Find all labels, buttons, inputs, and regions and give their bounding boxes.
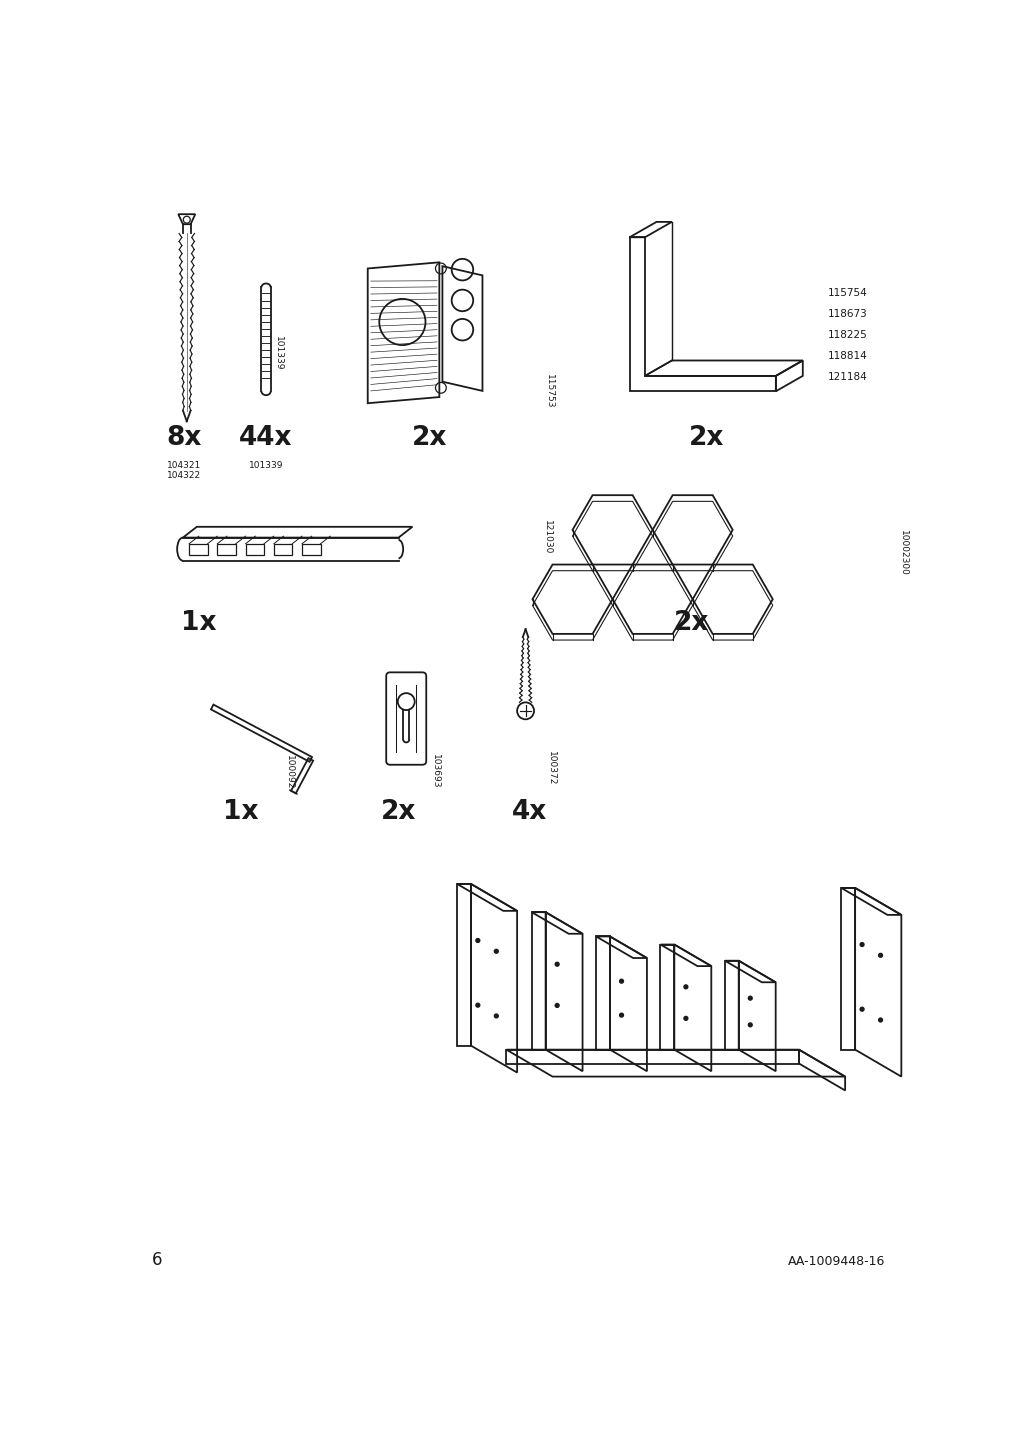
Text: 115753: 115753	[544, 374, 553, 408]
Text: 100092: 100092	[284, 755, 293, 789]
Circle shape	[683, 1017, 687, 1021]
Text: 104321: 104321	[167, 461, 201, 470]
Circle shape	[555, 962, 558, 967]
Text: 6: 6	[152, 1252, 163, 1269]
Circle shape	[619, 1014, 623, 1017]
Text: 115754: 115754	[827, 288, 866, 298]
Circle shape	[878, 954, 882, 957]
Text: 1x: 1x	[180, 610, 216, 636]
Circle shape	[747, 997, 751, 1000]
Text: 118225: 118225	[827, 331, 866, 339]
Circle shape	[494, 1014, 497, 1018]
Circle shape	[619, 979, 623, 984]
Text: 10002300: 10002300	[898, 530, 907, 576]
Text: 2x: 2x	[688, 425, 724, 451]
Text: 104322: 104322	[167, 471, 201, 480]
Circle shape	[494, 949, 497, 954]
Text: 118814: 118814	[827, 351, 866, 361]
Text: 101339: 101339	[274, 335, 282, 369]
Text: 1x: 1x	[222, 799, 258, 825]
Text: 2x: 2x	[380, 799, 416, 825]
Text: 118673: 118673	[827, 309, 866, 319]
Text: 121184: 121184	[827, 372, 866, 382]
Circle shape	[555, 1004, 558, 1007]
Text: 8x: 8x	[167, 425, 202, 451]
Circle shape	[747, 1022, 751, 1027]
Circle shape	[683, 985, 687, 988]
Text: AA-1009448-16: AA-1009448-16	[787, 1256, 885, 1269]
Text: 100372: 100372	[547, 752, 556, 786]
Text: 2x: 2x	[672, 610, 708, 636]
Circle shape	[878, 1018, 882, 1022]
Text: 101339: 101339	[249, 461, 283, 470]
Text: 4x: 4x	[512, 799, 547, 825]
Circle shape	[475, 1004, 479, 1007]
Text: 44x: 44x	[240, 425, 292, 451]
Text: 2x: 2x	[411, 425, 447, 451]
Text: 103693: 103693	[431, 753, 440, 788]
Circle shape	[859, 1007, 863, 1011]
Circle shape	[475, 938, 479, 942]
Circle shape	[859, 942, 863, 947]
Text: 121030: 121030	[543, 520, 552, 554]
